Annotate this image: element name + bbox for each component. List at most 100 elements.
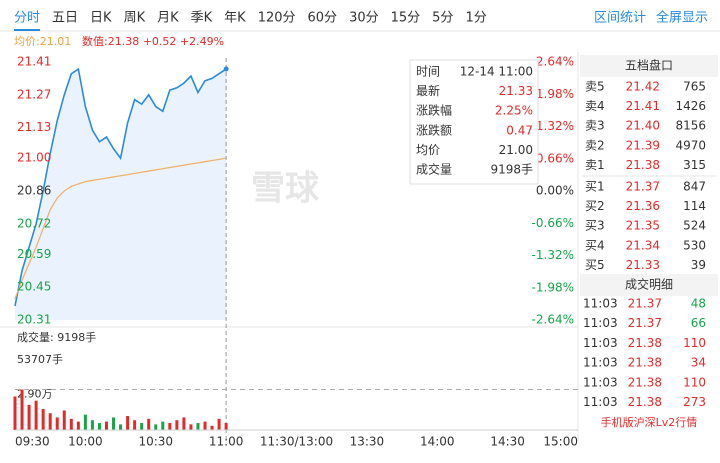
volume-bar [203,421,207,430]
tab[interactable]: 周K [124,11,146,26]
tab[interactable]: 15分 [391,11,421,26]
book-volume: 8156 [675,119,706,133]
book-price: 21.35 [626,219,660,233]
avg-line [14,157,227,300]
x-tick-label: 11:30/13:00 [260,435,333,449]
tab[interactable]: 120分 [258,11,296,26]
volume-bar [41,409,45,430]
book-price: 21.41 [626,99,660,113]
volume-bar [168,423,172,430]
x-tick-label: 11:00 [209,435,244,449]
tooltip-value: 0.47 [506,123,533,137]
trade-time: 11:03 [583,316,618,330]
avg-info: 均价:21.01 [14,35,71,48]
y-tick-label: 20.59 [17,247,51,261]
trade-volume: 273 [683,395,706,409]
book-volume: 315 [683,158,706,172]
volume-bar [90,420,94,430]
tab[interactable]: 月K [157,11,179,26]
x-tick-label: 14:30 [490,435,525,449]
trade-volume: 110 [683,375,706,389]
tab[interactable]: 分时 [14,11,40,26]
book-price: 21.33 [626,258,660,272]
tab[interactable]: 年K [224,11,246,26]
tab[interactable]: 1分 [465,11,486,26]
book-volume: 114 [683,199,706,213]
book-label: 卖4 [585,99,605,113]
y2-tick-label: 1.98% [536,87,574,101]
volume-tick-label: 53707手 [17,352,63,366]
trade-time: 11:03 [583,395,618,409]
y2-tick-label: 0.00% [536,184,574,198]
tooltip-box [409,59,539,185]
trade-price: 21.38 [628,395,662,409]
y-tick-label: 21.00 [17,151,51,165]
tab[interactable]: 60分 [308,11,338,26]
volume-bar [104,421,108,430]
y2-tick-label: -2.64% [532,313,574,327]
volume-bar [13,396,17,430]
volume-bar [210,425,214,430]
x-tick-label: 10:00 [68,435,103,449]
trade-volume: 110 [683,336,706,350]
x-tick-label: 14:00 [420,435,455,449]
tooltip-value: 21.33 [499,84,533,98]
tab[interactable]: 季K [191,11,213,26]
book-volume: 1426 [675,99,706,113]
book-volume: 39 [691,258,706,272]
link[interactable]: 区间统计 [594,11,646,26]
tooltip-label: 涨跌额 [416,122,452,137]
book-volume: 847 [683,180,706,194]
volume-bar [62,410,66,430]
volume-bar [55,417,59,430]
last-point [223,66,229,72]
volume-bar [112,417,116,430]
y-tick-label: 20.72 [17,216,51,230]
y-tick-label: 21.13 [17,120,51,134]
book-volume: 4970 [675,138,706,152]
trade-price: 21.38 [628,356,662,370]
trade-price: 21.37 [628,297,662,311]
book-volume: 765 [683,80,706,94]
book-price: 21.42 [626,80,660,94]
book-price: 21.34 [626,238,660,252]
tab[interactable]: 日K [90,11,112,26]
book-label: 买4 [585,238,605,252]
volume-bar [27,404,31,430]
tooltip-label: 均价 [416,143,440,157]
book-volume: 524 [683,219,706,233]
tooltip-value: 21.00 [499,143,533,157]
tooltip-label: 时间 [416,65,440,79]
trades-title: 成交明细 [625,277,673,292]
volume-bar [217,418,221,430]
link[interactable]: 全屏显示 [656,10,708,26]
y-tick-label: 21.41 [17,55,51,69]
volume-tick-label: 2.90万 [17,388,53,401]
tab[interactable]: 30分 [349,11,379,26]
volume-bar [76,421,80,430]
trades-header-bg [580,274,718,296]
y-tick-label: 20.86 [17,184,51,198]
trade-price: 21.38 [628,336,662,350]
price-area [15,69,227,320]
book-label: 买2 [585,199,605,213]
book-label: 买1 [585,180,605,194]
tooltip-value: 12-14 11:00 [460,65,533,79]
tab[interactable]: 5分 [432,11,453,26]
book-title: 五档盘口 [625,58,673,73]
x-tick-label: 13:30 [350,435,385,449]
trade-time: 11:03 [583,356,618,370]
y2-tick-label: -0.66% [532,216,574,230]
volume-bar [161,421,165,430]
x-tick-label: 09:30 [15,435,50,449]
volume-bar [154,424,158,430]
tab[interactable]: 五日 [52,11,78,26]
volume-bar [147,418,151,430]
volume-bar [133,420,137,430]
book-price: 21.39 [626,138,660,152]
book-price: 21.36 [626,199,660,213]
volume-label: 成交量: 9198手 [17,330,96,344]
footer-link[interactable]: 手机版沪深Lv2行情 [601,415,698,429]
